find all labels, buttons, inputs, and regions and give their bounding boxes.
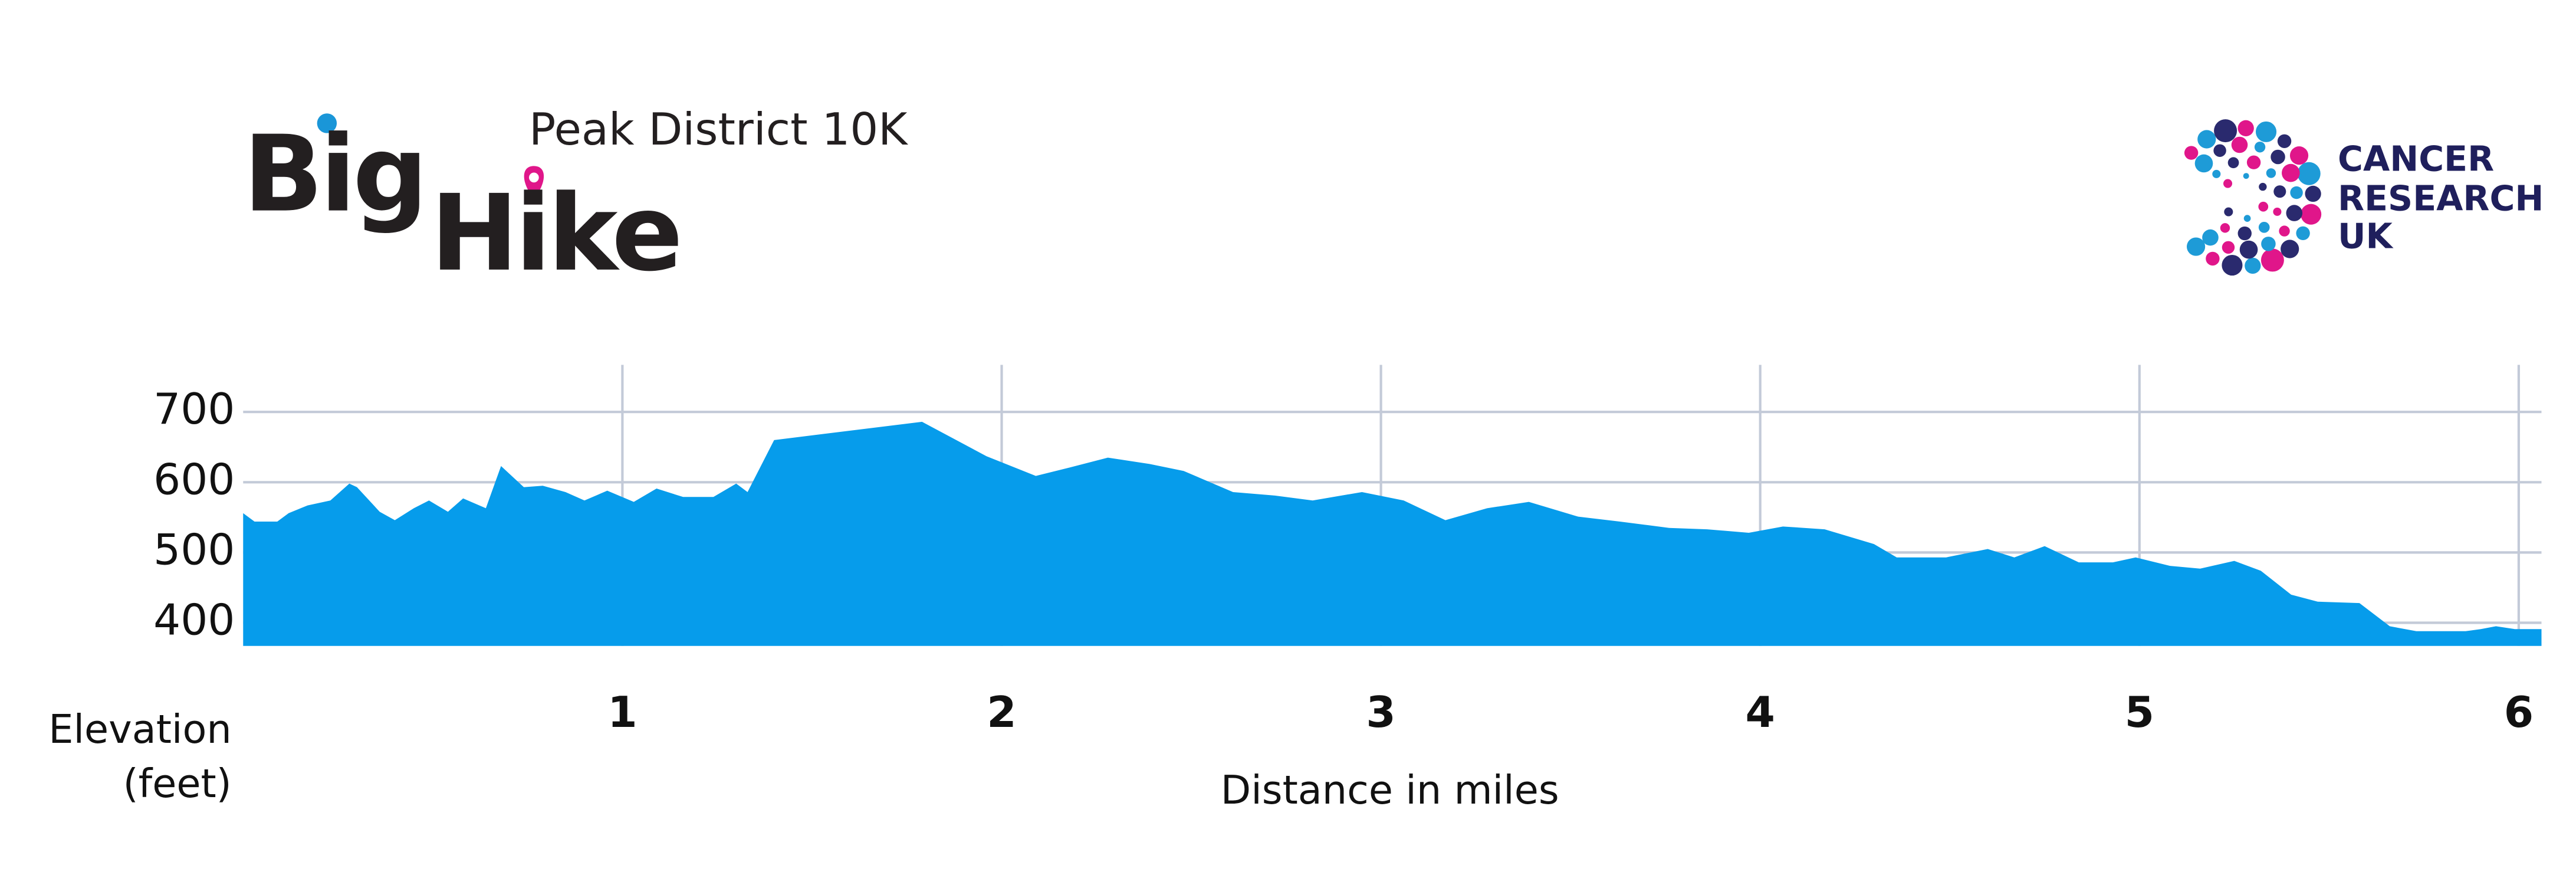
y-tick-label: 500 (153, 525, 235, 575)
logo-dot (2281, 240, 2299, 258)
elevation-area (243, 421, 2542, 646)
logo-dot (2296, 226, 2310, 240)
logo-dot (2197, 130, 2216, 149)
logo-dot (2212, 169, 2221, 178)
logo-dot (2224, 207, 2233, 217)
logo-dot (2246, 155, 2261, 169)
logo-dot (2222, 241, 2235, 254)
plot (243, 421, 2542, 646)
logo-dot (2231, 136, 2248, 153)
logo-dot (2220, 223, 2230, 233)
y-tick-label: 600 (153, 455, 235, 504)
logo-dot (2260, 248, 2284, 272)
logo-dot (2213, 144, 2226, 157)
logo-dot (2271, 149, 2285, 165)
logo-dot (2227, 157, 2239, 169)
logo-dot (2289, 146, 2309, 165)
logo-dot (2194, 154, 2213, 173)
logo-dot (2290, 186, 2303, 199)
logo-dot (2286, 205, 2303, 221)
logo-dot (2258, 201, 2269, 212)
logo-dot (2223, 179, 2233, 188)
logo-dot (2297, 162, 2321, 185)
x-tick-label: 2 (987, 688, 1016, 738)
logo-dot (2184, 146, 2199, 160)
x-tick-label: 3 (1366, 688, 1395, 738)
logo-big: Big (243, 114, 425, 236)
logo-dot (2273, 185, 2286, 198)
logo-dot (2305, 185, 2321, 202)
logo-dot (2266, 168, 2276, 178)
logo-dot (2243, 173, 2249, 179)
logo-dot (2214, 119, 2237, 143)
logo-dot (2282, 163, 2300, 182)
logo-dot (2259, 182, 2267, 191)
logo-dot (2245, 257, 2261, 274)
logo-graphics (317, 113, 2322, 276)
logo-dot (2279, 225, 2290, 237)
logo-dot (2239, 240, 2258, 259)
chart-title: Peak District 10K (529, 103, 908, 155)
logo-dot (2258, 221, 2270, 233)
logo-dot (2186, 237, 2206, 256)
y-tick-label: 700 (153, 385, 235, 434)
x-tick-label: 4 (1745, 688, 1775, 738)
logo-dot (317, 113, 337, 133)
logo-dot (2206, 251, 2220, 266)
logo-dot (2261, 237, 2276, 251)
logo-dot (2255, 121, 2277, 142)
y-tick-label: 400 (153, 595, 235, 645)
x-tick-label: 6 (2504, 688, 2534, 738)
x-tick-label: 1 (607, 688, 637, 738)
logo-dot (2237, 120, 2254, 136)
x-tick-label: 5 (2125, 688, 2154, 738)
logo-dot (2222, 254, 2243, 276)
logo-dot (2202, 229, 2219, 246)
x-axis-label: Distance in miles (1221, 767, 1559, 813)
logo-hike: Hike (431, 173, 680, 295)
logo-dot (2254, 142, 2266, 153)
logo-dot (2277, 134, 2292, 148)
charity-logo-text: CANCER RESEARCH UK (2338, 139, 2544, 257)
logo-dot (2243, 215, 2251, 222)
logo-dot (2237, 226, 2252, 241)
logo-dot (2301, 204, 2322, 225)
y-axis-label: Elevation (feet) (48, 706, 232, 807)
logo-dot (2273, 207, 2282, 216)
logo-pin-hole (528, 172, 539, 183)
